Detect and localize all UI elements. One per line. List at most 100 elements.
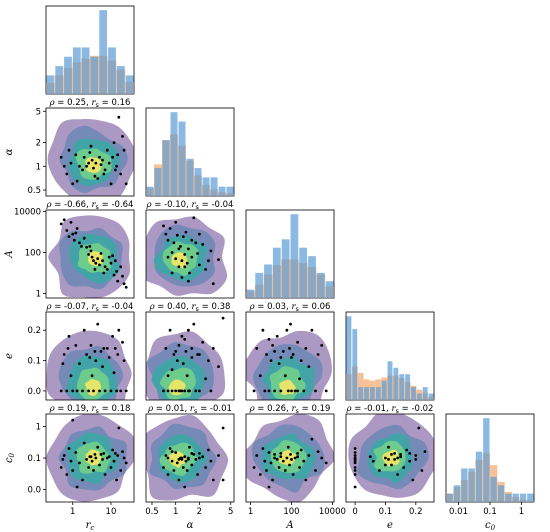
scatter-point <box>180 334 184 338</box>
scatter-point <box>85 458 88 461</box>
scatter-point <box>187 247 190 251</box>
scatter-point <box>196 252 200 255</box>
scatter-point <box>62 353 66 356</box>
scatter-point <box>96 177 100 180</box>
scatter-point <box>180 276 184 279</box>
scatter-point <box>177 265 181 269</box>
y-axis-label: c0 <box>4 452 16 463</box>
scatter-point <box>368 455 372 459</box>
observed-bar <box>299 247 308 298</box>
scatter-point <box>177 344 181 347</box>
scatter-point <box>122 456 126 460</box>
kde-level-4 <box>88 250 103 267</box>
scatter-point <box>82 441 86 445</box>
scatter-point <box>302 459 306 463</box>
scatter-point <box>96 445 100 449</box>
scatter-point <box>194 241 198 245</box>
scatter-point <box>65 473 69 476</box>
y-tick-label: 100 <box>25 249 41 259</box>
scatter-point <box>314 389 317 393</box>
observed-bar <box>55 66 64 94</box>
observed-bar <box>162 140 170 196</box>
scatter-point <box>255 454 259 457</box>
x-axis-label: rc <box>86 520 95 532</box>
scatter-point <box>116 153 120 157</box>
scatter-point <box>124 389 128 393</box>
x-tick-label: 1 <box>70 507 75 517</box>
scatter-point <box>121 340 124 344</box>
scatter-panel-A-vs-r_c <box>45 209 135 299</box>
x-tick-label: 0.01 <box>449 507 468 517</box>
scatter-point <box>90 459 94 463</box>
scatter-point <box>310 437 314 441</box>
scatter-point <box>177 478 181 482</box>
observed-bar <box>393 367 399 400</box>
scatter-point <box>175 359 179 362</box>
scatter-point <box>61 362 65 365</box>
panel-frame <box>145 311 235 401</box>
scatter-point <box>281 350 285 353</box>
scatter-point <box>298 466 301 469</box>
scatter-point <box>88 455 92 459</box>
scatter-point <box>283 374 287 378</box>
scatter-point <box>87 389 90 393</box>
scatter-point <box>99 453 103 456</box>
scatter-point <box>174 350 178 353</box>
scatter-point <box>209 249 213 253</box>
observed-bar <box>428 393 434 400</box>
scatter-point <box>285 328 289 332</box>
scatter-point <box>267 485 271 489</box>
scatter-point <box>190 347 194 350</box>
scatter-point <box>170 368 174 372</box>
scatter-point <box>66 347 70 350</box>
scatter-point <box>353 485 357 489</box>
scatter-point <box>261 447 265 450</box>
scatter-point <box>112 371 116 375</box>
observed-bar <box>352 329 358 400</box>
correlation-label: ρ = 0.25, rs = 0.16 <box>49 98 131 109</box>
panel-frame <box>145 413 235 503</box>
scatter-point <box>59 222 63 226</box>
scatter-point <box>166 456 170 460</box>
scatter-point <box>122 359 126 362</box>
scatter-point <box>90 374 94 378</box>
scatter-point <box>211 478 215 482</box>
scatter-point <box>320 456 324 460</box>
scatter-point <box>283 469 287 472</box>
scatter-point <box>172 469 176 472</box>
scatter-point <box>75 485 79 489</box>
scatter-point <box>74 153 78 157</box>
scatter-point <box>271 344 274 347</box>
scatter-point <box>170 459 174 463</box>
scatter-point <box>324 389 328 393</box>
observed-bar <box>125 75 134 94</box>
scatter-point <box>299 359 303 362</box>
observed-bar <box>99 10 108 95</box>
scatter-point <box>124 461 128 465</box>
scatter-point <box>353 469 357 472</box>
scatter-point <box>304 347 308 350</box>
scatter-point <box>384 463 387 467</box>
scatter-point <box>258 374 262 378</box>
observed-bar <box>72 47 81 94</box>
scatter-point <box>111 155 114 159</box>
scatter-point <box>74 231 78 235</box>
scatter-point <box>289 453 292 456</box>
scatter-point <box>201 340 205 344</box>
scatter-panel-α-vs-r_c <box>45 107 135 197</box>
scatter-point <box>170 271 174 275</box>
scatter-point <box>192 216 196 220</box>
y-tick-label: 2 <box>36 139 41 149</box>
x-tick-label: 5 <box>228 507 233 517</box>
scatter-point <box>269 461 273 465</box>
scatter-point <box>192 322 196 326</box>
scatter-point <box>98 389 101 393</box>
scatter-point <box>103 389 107 393</box>
scatter-point <box>286 389 290 393</box>
scatter-point <box>174 389 178 393</box>
scatter-point <box>279 389 283 393</box>
scatter-point <box>209 389 213 393</box>
scatter-point <box>265 469 268 472</box>
hist-panel-A <box>245 209 335 299</box>
y-tick-label: 10000 <box>14 208 41 218</box>
